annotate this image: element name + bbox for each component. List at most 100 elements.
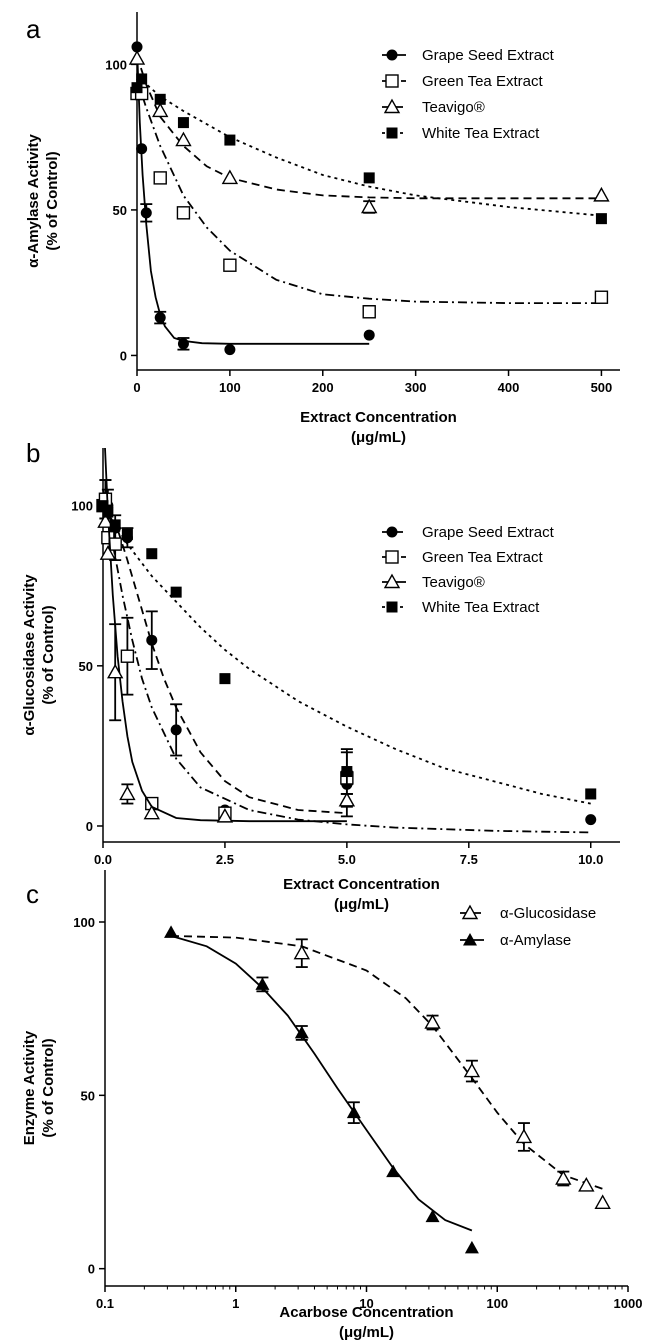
point-marker-open-triangle — [99, 545, 117, 560]
x-tick-label: 100 — [219, 380, 241, 395]
legend-label: α-Glucosidase — [500, 905, 596, 922]
series-teavigo- — [97, 447, 356, 823]
panel-c: c 0 50 100 0.1 1 10 100 1000 Acarbose Concentrati… — [21, 870, 642, 1341]
point-marker-open-triangle — [338, 791, 356, 807]
point-marker-open-triangle — [593, 186, 610, 202]
point-marker-open-triangle — [216, 807, 234, 823]
x-tick-label: 1 — [232, 1296, 239, 1311]
point-marker-open-triangle — [383, 98, 401, 114]
point-marker-open-square — [108, 537, 122, 551]
x-tick-label: 10.0 — [578, 852, 603, 867]
y-tick-label: 100 — [105, 57, 127, 72]
series-white-tea-extract — [131, 73, 607, 225]
point-marker-open-square — [223, 258, 237, 272]
point-marker-filled-circle — [177, 338, 189, 350]
series--amylase — [164, 925, 479, 1254]
point-marker-open-square — [385, 74, 399, 88]
point-marker-filled-circle — [224, 344, 236, 356]
panel-label: c — [26, 879, 39, 909]
point-marker-filled-square — [131, 82, 143, 94]
point-marker-open-triangle — [515, 1128, 533, 1144]
y-tick-label: 100 — [71, 499, 93, 514]
point-marker-open-square — [362, 305, 376, 319]
y-axis-unit: (% of Control) — [44, 151, 61, 250]
x-tick-label: 0.0 — [94, 852, 112, 867]
fit-curve — [104, 447, 347, 823]
legend-label: Green Tea Extract — [422, 549, 543, 566]
series-white-tea-extract — [97, 500, 597, 805]
point-marker-open-triangle — [424, 1014, 441, 1029]
fit-curve — [136, 75, 602, 217]
x-tick-label: 400 — [498, 380, 520, 395]
point-marker-filled-circle — [386, 49, 398, 61]
point-marker-filled-circle — [170, 724, 182, 736]
fit-curve — [136, 46, 370, 345]
point-marker-filled-square — [121, 528, 133, 540]
point-marker-filled-square — [363, 172, 375, 184]
y-tick-label: 50 — [113, 203, 127, 218]
point-marker-filled-circle — [140, 207, 152, 219]
point-marker-filled-square — [224, 134, 236, 146]
fit-curve — [136, 78, 602, 305]
point-marker-open-triangle — [293, 944, 310, 960]
y-tick-label: 0 — [86, 819, 93, 834]
series-green-tea-extract — [130, 78, 609, 319]
panel-label: a — [26, 14, 41, 44]
point-marker-open-square — [594, 290, 609, 304]
y-axis-title: α-Amylase Activity — [25, 133, 42, 267]
x-tick-label: 2.5 — [216, 852, 234, 867]
x-tick-label: 100 — [486, 1296, 508, 1311]
fit-curve — [170, 935, 473, 1232]
point-marker-filled-triangle — [294, 1025, 309, 1039]
point-marker-filled-square — [146, 548, 158, 560]
x-axis-title: Acarbose Concentration — [279, 1304, 453, 1321]
legend-label: Green Tea Extract — [422, 73, 543, 90]
point-marker-filled-square — [386, 601, 398, 613]
point-marker-open-triangle — [463, 1062, 481, 1078]
x-axis-unit: (μg/mL) — [339, 1324, 394, 1341]
x-tick-label: 200 — [312, 380, 334, 395]
point-marker-filled-square — [386, 127, 398, 139]
legend-label: White Tea Extract — [422, 599, 540, 616]
x-axis-unit: (μg/mL) — [334, 896, 389, 913]
x-tick-label: 7.5 — [460, 852, 478, 867]
point-marker-filled-triangle — [164, 925, 179, 938]
y-tick-label: 0 — [120, 348, 127, 363]
point-marker-open-triangle — [106, 663, 124, 679]
x-axis-title: Extract Concentration — [283, 876, 440, 893]
point-marker-filled-triangle — [386, 1164, 401, 1178]
panel-b: b 0 50 100 0.0 2.5 5.0 7.5 10.0 Extract Concentra… — [21, 438, 620, 913]
point-marker-filled-triangle — [255, 977, 270, 990]
point-marker-filled-circle — [154, 312, 166, 324]
x-axis-unit: (μg/mL) — [351, 429, 406, 446]
point-marker-open-square — [120, 649, 135, 663]
point-marker-filled-square — [585, 788, 597, 800]
point-marker-open-triangle — [152, 102, 169, 118]
point-marker-filled-triangle — [425, 1209, 440, 1223]
point-marker-filled-circle — [386, 526, 398, 538]
fit-curve — [170, 935, 603, 1190]
point-marker-filled-square — [136, 73, 148, 85]
point-marker-open-triangle — [175, 131, 192, 147]
point-marker-filled-square — [595, 213, 607, 225]
point-marker-filled-square — [102, 506, 114, 518]
point-marker-filled-square — [154, 93, 166, 105]
series--glucosidase — [170, 935, 611, 1210]
x-axis-title: Extract Concentration — [300, 409, 457, 426]
point-marker-open-square — [176, 206, 191, 220]
point-marker-filled-square — [109, 519, 121, 531]
point-marker-open-triangle — [97, 513, 114, 528]
y-tick-label: 100 — [73, 915, 95, 930]
fit-curve — [102, 489, 591, 834]
legend-label: Teavigo® — [422, 99, 485, 116]
point-marker-filled-triangle — [463, 933, 477, 946]
point-marker-filled-square — [341, 766, 353, 778]
legend-label: White Tea Extract — [422, 125, 540, 142]
point-marker-open-triangle — [555, 1170, 572, 1185]
legend-label: Teavigo® — [422, 574, 485, 591]
point-marker-filled-circle — [146, 634, 158, 646]
point-marker-filled-square — [97, 500, 109, 512]
point-marker-filled-circle — [131, 41, 143, 53]
x-tick-label: 0.1 — [96, 1296, 114, 1311]
